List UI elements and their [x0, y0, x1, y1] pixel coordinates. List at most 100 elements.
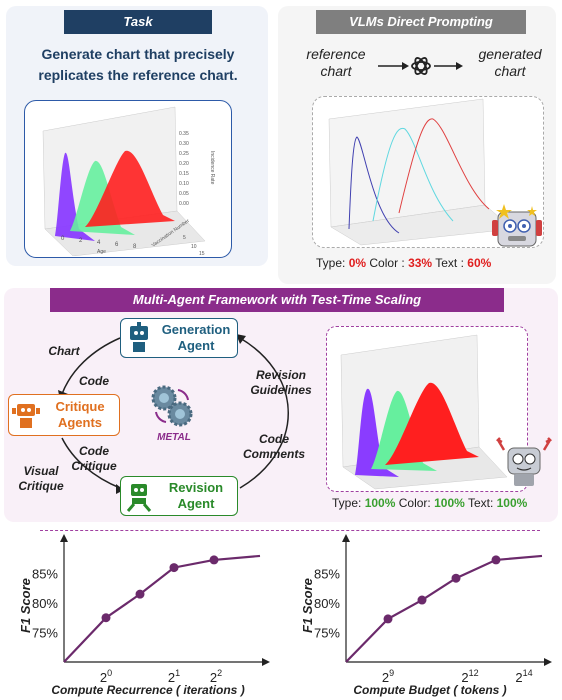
- critique-robot-icon: [12, 404, 40, 428]
- color-score-value: 100%: [434, 496, 465, 510]
- metal-chart-plot: [340, 334, 508, 490]
- svg-text:0.30: 0.30: [179, 141, 189, 147]
- metal-logo-label: METAL: [157, 432, 191, 443]
- green-curve: [371, 390, 437, 471]
- f1-score-line: [345, 554, 543, 663]
- z-axis-label: Incidence Rate: [209, 151, 215, 185]
- data-point: [101, 613, 111, 623]
- arrow-head-icon: [402, 62, 409, 70]
- z-axis-ticks: 0.35 0.30 0.25 0.20 0.15 0.10 0.05 0.00: [179, 131, 189, 207]
- data-point: [451, 573, 461, 583]
- metal-title: Multi-Agent Framework with Test-Time Sca…: [50, 288, 504, 312]
- svg-text:0: 0: [61, 236, 65, 242]
- svg-text:4: 4: [97, 240, 101, 246]
- openai-logo-icon: [411, 57, 431, 75]
- task-title: Task: [64, 10, 212, 34]
- task-description: Generate chart that precisely replicates…: [38, 46, 238, 83]
- svg-text:15: 15: [199, 251, 205, 256]
- color-score-label: Color :: [369, 256, 405, 270]
- y-tick-label: 75%: [314, 626, 340, 641]
- cyan-line: [372, 127, 454, 222]
- red-line: [398, 118, 490, 214]
- color-score-label: Color:: [398, 496, 431, 510]
- type-score-label: Type:: [316, 256, 346, 270]
- arrow-head-icon: [236, 334, 246, 344]
- vlm-title: VLMs Direct Prompting: [316, 10, 526, 34]
- flow-label-code: Code: [79, 374, 109, 388]
- y-tick-label: 85%: [314, 567, 340, 582]
- y-tick-label: 85%: [32, 567, 58, 582]
- y-axis-ticks: 5 10 15: [183, 235, 205, 257]
- text-score-label: Text :: [435, 256, 464, 270]
- data-point: [135, 589, 145, 599]
- data-point: [491, 555, 501, 565]
- x-axis-title: Compute Recurrence ( iterations ): [51, 683, 244, 697]
- svg-text:10: 10: [191, 244, 197, 250]
- violet-curve: [355, 388, 399, 477]
- data-point: [417, 595, 427, 605]
- revision-agent: Revision Agent: [120, 476, 238, 516]
- type-score-value: 100%: [364, 496, 396, 510]
- cycle-arrow-gen-to-critique: [61, 337, 121, 395]
- flow-label-chart: Chart: [48, 344, 80, 358]
- generated-chart-label: generated chart: [478, 46, 542, 79]
- flow-label-code-comments: Code Comments: [242, 432, 305, 461]
- data-point: [209, 555, 219, 565]
- svg-text:5: 5: [183, 235, 186, 241]
- metal-generated-chart: [326, 326, 528, 492]
- cycle-arrow-critique-to-revision: [61, 437, 121, 489]
- reference-chart: 0.35 0.30 0.25 0.20 0.15 0.10 0.05 0.00 …: [24, 100, 232, 258]
- red-curve: [385, 382, 479, 465]
- svg-text:2: 2: [79, 238, 83, 244]
- arrow-head-icon: [456, 62, 463, 70]
- vlm-generated-chart: [312, 96, 544, 248]
- data-point: [383, 614, 393, 624]
- revision-robot-icon: [126, 484, 152, 512]
- y-axis-arrow-icon: [60, 534, 68, 542]
- flow-label-revision-guidelines: Revision Guidelines: [250, 368, 312, 397]
- svg-text:8: 8: [133, 244, 137, 250]
- violet-curve: [55, 152, 95, 241]
- red-curve: [85, 150, 175, 227]
- y-tick-label: 80%: [314, 596, 340, 611]
- text-score-value: 60%: [467, 256, 492, 270]
- cycle-arrow-revision-to-gen: [239, 337, 289, 489]
- metal-scores: Type: 100% Color: 100% Text: 100%: [332, 496, 527, 510]
- y-tick-label: 80%: [32, 596, 58, 611]
- reference-chart-plot: 0.35 0.30 0.25 0.20 0.15 0.10 0.05 0.00 …: [42, 106, 215, 257]
- x-tick-label: 214: [515, 668, 532, 685]
- blue-line: [348, 136, 400, 234]
- vlm-scores: Type: 0% Color : 33% Text : 60%: [316, 256, 491, 270]
- y-axis-title: F1 Score: [18, 578, 33, 633]
- metal-gears-icon: [151, 385, 193, 427]
- x-axis-arrow-icon: [262, 658, 270, 666]
- x-axis-title: Compute Budget ( tokens ): [353, 683, 506, 697]
- text-score-label: Text:: [467, 496, 494, 510]
- text-score-value: 100%: [496, 496, 528, 510]
- svg-text:0.35: 0.35: [179, 131, 189, 137]
- svg-text:6: 6: [115, 242, 119, 248]
- y-tick-label: 75%: [32, 626, 58, 641]
- section-divider: [40, 530, 540, 531]
- color-score-value: 33%: [408, 256, 433, 270]
- flow-label-visual-critique: Visual Critique: [18, 464, 64, 493]
- flow-label-code-critique: Code Critique: [71, 444, 117, 473]
- x-axis-label: Age: [97, 249, 106, 255]
- type-score-label: Type:: [332, 496, 362, 510]
- vlm-flow: [378, 57, 463, 75]
- vlm-chart-plot: [328, 98, 514, 246]
- svg-text:0.10: 0.10: [179, 181, 189, 187]
- generation-robot-icon: [130, 322, 148, 352]
- f1-score-line: [63, 554, 261, 663]
- svg-text:0.15: 0.15: [179, 171, 189, 177]
- svg-text:0.25: 0.25: [179, 151, 189, 157]
- reference-chart-label: reference chart: [306, 46, 366, 79]
- x-axis-arrow-icon: [544, 658, 552, 666]
- svg-text:0.05: 0.05: [179, 191, 189, 197]
- y-axis-arrow-icon: [342, 534, 350, 542]
- y-axis-title: F1 Score: [300, 578, 315, 633]
- svg-text:0.20: 0.20: [179, 161, 189, 167]
- svg-text:0.00: 0.00: [179, 201, 189, 207]
